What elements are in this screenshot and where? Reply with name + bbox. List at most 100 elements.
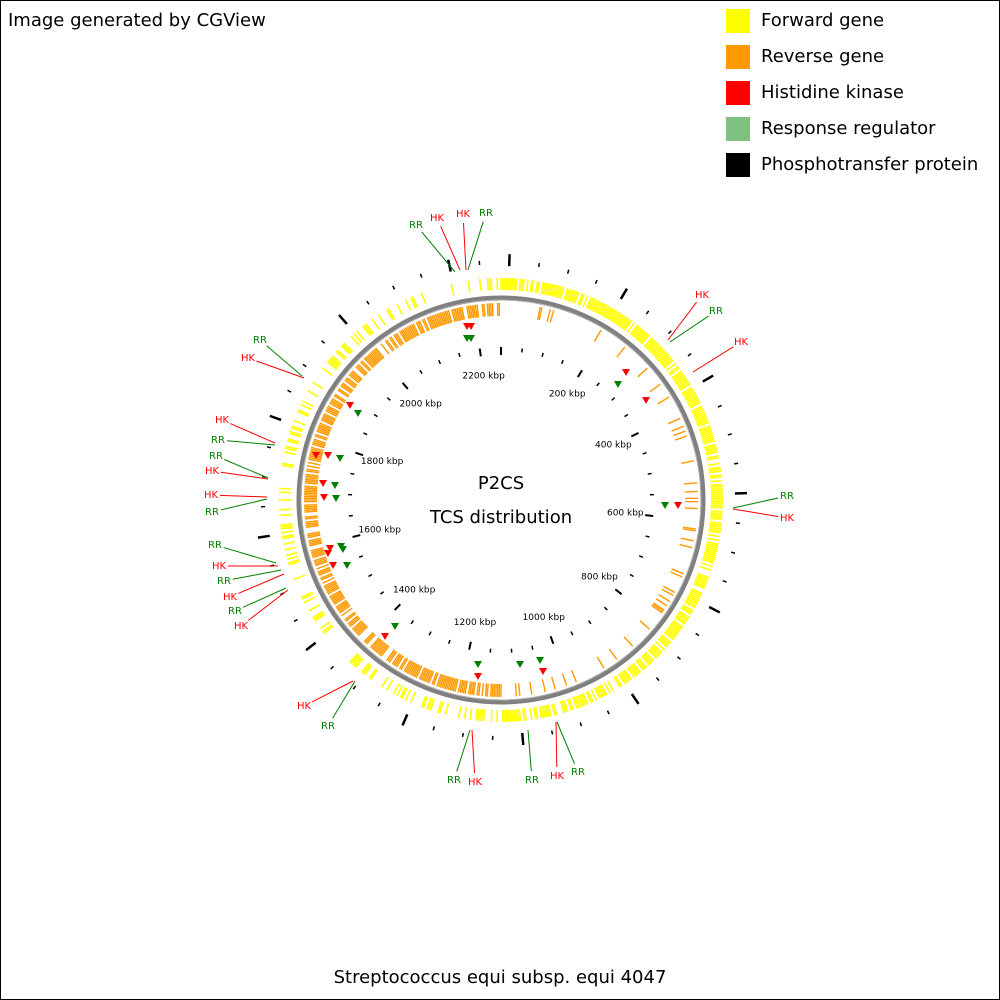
gene xyxy=(407,325,416,338)
gene xyxy=(287,558,300,564)
tcs-marker xyxy=(391,623,399,630)
gene xyxy=(626,667,636,678)
scale-label: 600 kbp xyxy=(607,509,644,519)
tcs-marker xyxy=(319,480,327,487)
gene xyxy=(652,603,664,613)
gene xyxy=(540,281,545,295)
outer-tick xyxy=(655,677,660,682)
gene xyxy=(471,305,475,319)
gene xyxy=(381,676,389,688)
gene xyxy=(308,456,322,461)
gene xyxy=(578,694,585,707)
gene xyxy=(650,343,660,354)
gene xyxy=(693,412,706,419)
gene xyxy=(705,449,718,454)
gene xyxy=(559,701,565,714)
gene xyxy=(549,309,555,323)
gene xyxy=(288,560,301,566)
gene xyxy=(614,675,623,687)
gene xyxy=(709,522,722,526)
gene xyxy=(704,550,717,555)
gene xyxy=(392,683,400,695)
gene xyxy=(304,516,318,520)
gene xyxy=(541,679,546,693)
gene xyxy=(476,304,480,318)
gene xyxy=(421,668,429,681)
gene xyxy=(622,670,631,682)
gene xyxy=(406,326,414,339)
gene xyxy=(279,508,292,511)
gene xyxy=(306,465,320,469)
gene xyxy=(661,356,672,366)
outer-tick xyxy=(594,279,598,285)
feature-label: HK xyxy=(780,513,795,524)
gene xyxy=(305,523,319,527)
gene xyxy=(697,421,710,428)
gene xyxy=(469,305,473,319)
gene xyxy=(709,475,722,479)
gene xyxy=(486,683,489,697)
gene xyxy=(693,410,705,417)
tcs-marker xyxy=(614,381,622,388)
scale-label: 1200 kbp xyxy=(454,618,497,628)
tcs-marker xyxy=(326,545,334,552)
gene xyxy=(658,594,671,603)
gene xyxy=(322,624,333,633)
feature-leader xyxy=(555,721,558,768)
tcs-marker xyxy=(354,410,362,417)
gene xyxy=(546,309,552,323)
gene xyxy=(424,669,432,683)
scale-tick xyxy=(350,472,355,475)
gene xyxy=(410,663,419,676)
feature-leader xyxy=(462,222,467,271)
gene xyxy=(585,691,593,704)
gene xyxy=(653,602,665,611)
gene xyxy=(489,683,493,697)
scale-tick xyxy=(520,348,524,353)
feature-label: HK xyxy=(430,213,445,224)
gene xyxy=(703,553,716,559)
gene xyxy=(401,329,410,342)
tcs-marker xyxy=(467,335,475,342)
gene xyxy=(338,387,350,397)
gene xyxy=(689,591,701,599)
feature-label: RR xyxy=(409,220,423,231)
gene xyxy=(410,324,419,337)
gene xyxy=(593,329,602,342)
feature-leader xyxy=(238,573,285,594)
scale-tick xyxy=(468,641,472,650)
gene xyxy=(457,705,462,719)
gene xyxy=(696,576,708,583)
gene xyxy=(616,314,625,326)
gene xyxy=(654,348,664,358)
outer-tick xyxy=(330,665,335,670)
gene xyxy=(304,507,318,510)
gene xyxy=(371,350,381,362)
gene xyxy=(639,333,649,344)
gene xyxy=(542,705,547,718)
gene xyxy=(369,637,380,649)
gene xyxy=(650,646,660,657)
feature-label: HK xyxy=(234,621,249,632)
gene xyxy=(330,356,341,366)
gene xyxy=(603,682,612,694)
gene xyxy=(534,706,539,720)
gene xyxy=(310,548,324,554)
gene xyxy=(423,669,430,682)
gene xyxy=(428,316,435,330)
gene xyxy=(549,283,554,296)
gene xyxy=(318,568,331,575)
feature-label: HK xyxy=(695,290,710,301)
gene xyxy=(474,304,478,318)
gene xyxy=(452,678,458,692)
gene xyxy=(670,622,682,632)
gene xyxy=(387,650,397,662)
gene xyxy=(404,689,412,701)
gene xyxy=(511,709,514,722)
gene xyxy=(330,591,343,600)
feature-label: HK xyxy=(456,209,471,220)
gene xyxy=(551,284,556,297)
gene xyxy=(638,331,648,343)
gene xyxy=(676,378,688,387)
gene xyxy=(699,426,712,433)
